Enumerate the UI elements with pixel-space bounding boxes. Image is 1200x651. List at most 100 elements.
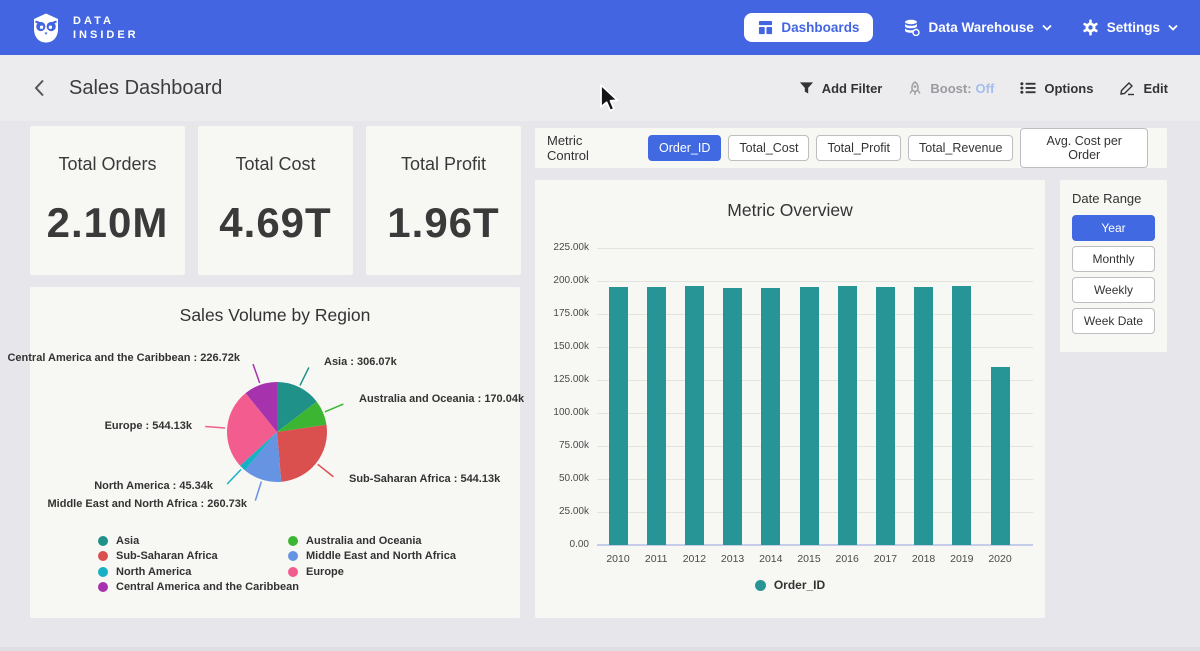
x-axis-tick-label: 2020	[988, 553, 1012, 565]
nav-settings-menu[interactable]: Settings	[1082, 19, 1178, 36]
pie-callout-asia: Asia : 306.07k	[324, 356, 397, 368]
pie-slice[interactable]	[277, 424, 327, 482]
x-axis-tick-label: 2013	[720, 553, 745, 565]
y-axis-tick-label: 0.00	[569, 539, 589, 550]
legend-label: Sub-Saharan Africa	[116, 550, 218, 563]
bar-2013[interactable]	[723, 287, 743, 545]
gridline	[597, 248, 1033, 249]
pie-callout-line	[324, 403, 344, 413]
bar-2011[interactable]	[646, 287, 666, 545]
metric-option-total-cost[interactable]: Total_Cost	[728, 135, 810, 161]
kpi-value: 1.96T	[387, 199, 500, 246]
nav-right: Dashboards Data Warehouse	[744, 13, 1178, 42]
boost-value: Off	[975, 80, 995, 96]
bar-2020[interactable]	[990, 366, 1010, 545]
pie-slice[interactable]	[277, 382, 317, 432]
edit-label: Edit	[1143, 80, 1168, 96]
pie-legend-item: Middle East and North Africa	[288, 549, 456, 565]
pie-legend-item: Sub-Saharan Africa	[98, 549, 299, 565]
pie-legend-item: North America	[98, 564, 299, 580]
nav-data-warehouse-menu[interactable]: Data Warehouse	[903, 19, 1052, 36]
bar-2016[interactable]	[837, 286, 857, 545]
brand-name-line1: DATA	[73, 14, 114, 27]
bar-2012[interactable]	[684, 285, 704, 545]
boost-label: Boost:	[930, 80, 972, 96]
pie-slice[interactable]	[277, 401, 327, 432]
nav-dashboards-label: Dashboards	[781, 20, 860, 35]
x-axis-tick-label: 2019	[950, 553, 974, 565]
boost-toggle[interactable]: Boost: Off	[908, 81, 994, 96]
header-right: Add Filter Boost: Off	[799, 80, 1168, 96]
options-button[interactable]: Options	[1020, 81, 1093, 96]
sales-volume-by-region-panel: Sales Volume by Region Central America a…	[7, 287, 524, 618]
legend-dot-australia-oceania	[288, 535, 298, 546]
rocket-icon	[909, 80, 921, 95]
date-range-week-date-button[interactable]: Week Date	[1072, 308, 1155, 334]
metric-control-label: Metric Control	[547, 133, 589, 163]
date-range-weekly-button[interactable]: Weekly	[1072, 277, 1155, 303]
pie-legend-item: Australia and Oceania	[288, 533, 456, 549]
kpi-label: Total Orders	[58, 154, 157, 174]
x-axis-tick-label: 2016	[835, 553, 859, 565]
bar-2015[interactable]	[799, 287, 819, 545]
pie-callout-europe: Europe : 544.13k	[104, 420, 192, 432]
kpi-value: 2.10M	[46, 199, 169, 246]
y-axis-tick-label: 25.00k	[558, 506, 589, 517]
pie-chart[interactable]	[167, 322, 387, 542]
bar-2014[interactable]	[761, 287, 781, 545]
add-filter-button[interactable]: Add Filter	[799, 80, 883, 96]
metric-option-order-id[interactable]: Order_ID	[648, 135, 722, 161]
metric-option-avg-cost-per-order[interactable]: Avg. Cost per Order	[1020, 128, 1148, 168]
pie-callout-line	[205, 425, 226, 429]
nav-dashboards-button[interactable]: Dashboards	[744, 13, 874, 42]
gridline	[597, 281, 1033, 282]
bar-chart-title: Metric Overview	[727, 200, 853, 220]
pie-legend-column-2: Australia and Oceania Middle East and No…	[288, 533, 456, 580]
pie-chart-title: Sales Volume by Region	[179, 305, 371, 325]
bar-2010[interactable]	[608, 286, 628, 545]
pie-legend-item: Asia	[98, 533, 299, 549]
pie-legend-column-1: Asia Sub-Saharan Africa North America Ce…	[98, 533, 299, 595]
y-axis-tick-label: 100.00k	[553, 407, 589, 418]
bottom-edge	[0, 647, 1200, 651]
back-chevron-icon[interactable]	[34, 79, 45, 97]
legend-label-order-id: Order_ID	[773, 578, 826, 592]
database-icon	[905, 19, 921, 36]
edit-button[interactable]: Edit	[1119, 80, 1168, 96]
legend-dot-middle-east-north-africa	[288, 551, 298, 562]
page-header: Sales Dashboard Add Filter Boost: Off	[0, 55, 1200, 121]
legend-dot-europe	[288, 566, 298, 577]
gear-icon	[1083, 19, 1098, 36]
metric-option-total-profit[interactable]: Total_Profit	[816, 135, 902, 161]
bar-2019[interactable]	[952, 286, 972, 545]
add-filter-label: Add Filter	[821, 80, 883, 96]
pie-callout-central-america: Central America and the Caribbean : 226.…	[7, 352, 240, 364]
x-axis-tick-label: 2017	[873, 553, 898, 565]
kpi-card-total-cost: Total Cost 4.69T	[198, 126, 353, 275]
x-axis-tick-label: 2015	[797, 553, 821, 565]
y-axis-tick-label: 50.00k	[558, 473, 589, 484]
options-label: Options	[1044, 80, 1094, 96]
metric-option-total-revenue[interactable]: Total_Revenue	[908, 135, 1014, 161]
bar-2018[interactable]	[914, 287, 934, 545]
y-axis-tick-label: 225.00k	[553, 242, 589, 253]
pie-slice[interactable]	[226, 393, 277, 466]
pie-legend-item: Europe	[288, 564, 456, 580]
date-range-monthly-button[interactable]: Monthly	[1072, 246, 1155, 272]
date-range-year-button[interactable]: Year	[1072, 215, 1155, 241]
x-axis-tick-label: 2018	[911, 553, 936, 565]
date-range-label: Date Range	[1072, 191, 1142, 206]
chevron-down-icon	[1042, 24, 1052, 31]
bar-2017[interactable]	[875, 286, 895, 545]
metric-overview-chart-panel: Metric Overview 225.00k 200.00k 175.00k 150…	[535, 180, 1045, 618]
pie-callout-line	[254, 481, 263, 501]
funnel-icon	[799, 82, 813, 94]
pie-slice[interactable]	[240, 432, 277, 471]
pie-callout-australia-oceania: Australia and Oceania : 170.04k	[359, 393, 525, 405]
kpi-card-total-profit: Total Profit 1.96T	[366, 126, 521, 275]
pie-slice[interactable]	[244, 432, 282, 483]
legend-dot-north-america	[98, 566, 108, 577]
pie-slice[interactable]	[245, 382, 277, 432]
legend-label: North America	[116, 565, 192, 578]
